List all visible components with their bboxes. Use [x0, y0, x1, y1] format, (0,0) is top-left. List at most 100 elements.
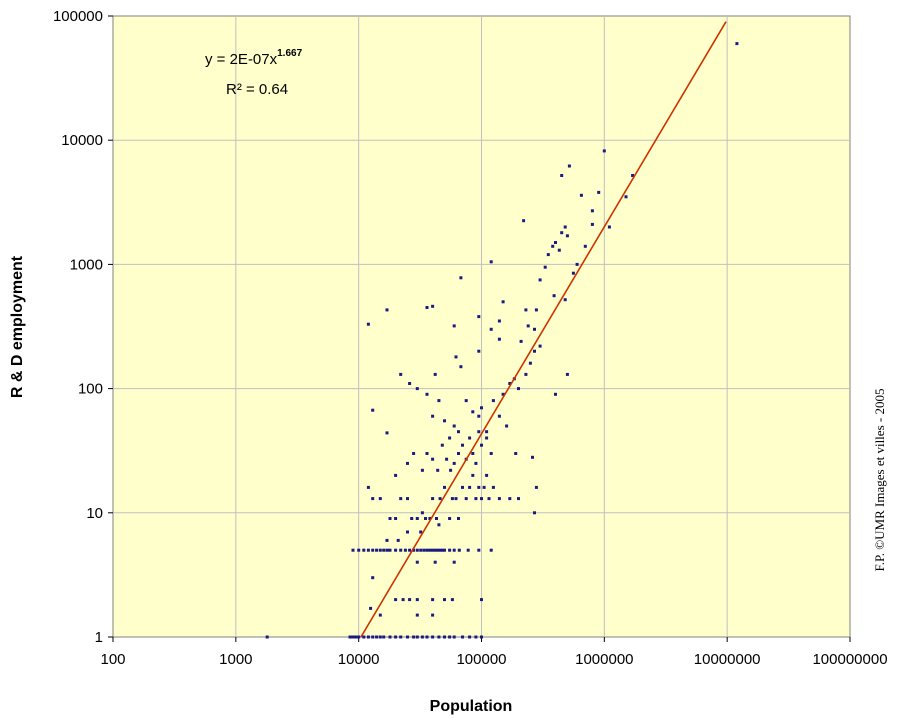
data-point	[485, 430, 489, 434]
data-point	[448, 436, 452, 440]
data-point	[412, 548, 416, 552]
data-point	[579, 193, 583, 197]
x-tick-label: 1000	[219, 651, 252, 668]
y-tick-label: 100000	[53, 8, 103, 25]
data-point	[448, 635, 452, 639]
data-point	[431, 304, 435, 308]
data-point	[497, 319, 501, 323]
y-axis-title: R & D employment	[9, 255, 26, 398]
data-point	[480, 635, 483, 639]
data-point	[351, 635, 355, 639]
data-point	[406, 530, 409, 534]
data-point	[433, 560, 437, 564]
data-point	[440, 548, 444, 552]
data-point	[431, 457, 435, 461]
data-point	[526, 324, 530, 328]
data-point	[375, 548, 379, 552]
x-axis-title: Population	[430, 698, 513, 715]
data-point	[357, 548, 361, 552]
data-point	[369, 606, 373, 610]
data-point	[425, 452, 429, 455]
data-point	[477, 485, 481, 489]
gridlines	[113, 16, 850, 637]
data-point	[575, 262, 579, 266]
data-point	[457, 452, 460, 455]
y-tick-label: 1	[95, 629, 103, 646]
data-point	[514, 452, 518, 455]
data-point	[452, 461, 456, 465]
data-point	[378, 497, 382, 501]
data-point	[571, 271, 575, 275]
data-point	[371, 548, 375, 552]
data-point	[403, 548, 407, 552]
data-point	[565, 234, 569, 238]
data-point	[448, 517, 452, 520]
data-point	[457, 548, 461, 552]
data-point	[477, 315, 481, 319]
data-point	[524, 372, 528, 376]
data-point	[485, 436, 489, 440]
x-tick-label: 10000	[338, 651, 380, 668]
data-point	[424, 517, 427, 520]
data-point	[425, 548, 429, 552]
data-point	[431, 414, 435, 418]
data-point	[420, 635, 424, 639]
data-point	[480, 443, 483, 447]
data-points	[265, 42, 739, 639]
data-point	[431, 497, 435, 501]
data-point	[443, 485, 446, 489]
data-point	[408, 382, 412, 385]
data-point	[461, 635, 464, 639]
data-point	[354, 635, 358, 639]
data-point	[415, 635, 419, 639]
data-point	[590, 222, 594, 226]
x-tick-label: 1000000	[575, 651, 633, 668]
data-point	[437, 523, 441, 527]
data-point	[452, 548, 456, 552]
data-point	[419, 530, 423, 534]
data-point	[450, 598, 454, 602]
data-point	[399, 635, 403, 639]
data-point	[533, 511, 536, 515]
data-point	[419, 548, 423, 552]
data-point	[415, 613, 419, 617]
data-point	[524, 308, 528, 312]
data-point	[436, 468, 440, 472]
data-point	[437, 635, 441, 639]
data-point	[538, 278, 542, 282]
data-point	[399, 372, 403, 376]
data-point	[431, 613, 435, 617]
data-point	[531, 455, 534, 459]
data-point	[459, 276, 463, 280]
data-point	[461, 485, 464, 489]
data-point	[449, 468, 453, 472]
data-point	[450, 497, 454, 501]
data-point	[454, 355, 458, 359]
data-point	[468, 436, 472, 440]
data-point	[371, 497, 375, 501]
data-point	[487, 497, 491, 501]
data-point	[366, 635, 370, 639]
data-point	[406, 461, 409, 465]
x-tick-label: 100	[100, 651, 125, 668]
data-point	[420, 468, 424, 472]
data-point	[408, 548, 412, 552]
data-point	[385, 308, 389, 312]
x-axis-ticks: 100 1000 10000 100000 1000000 10000000 1000000…	[100, 637, 888, 668]
y-tick-label: 10	[86, 505, 103, 522]
data-point	[433, 548, 437, 552]
data-point	[401, 598, 405, 602]
data-point	[443, 419, 446, 423]
data-point	[438, 548, 442, 552]
data-point	[461, 443, 464, 447]
data-point	[457, 430, 460, 434]
data-point	[410, 517, 414, 520]
data-point	[489, 260, 493, 264]
data-point	[491, 399, 495, 403]
data-point	[471, 410, 475, 414]
data-point	[522, 219, 526, 223]
data-point	[543, 265, 547, 269]
data-point	[440, 443, 444, 447]
data-point	[428, 517, 432, 520]
data-point	[563, 225, 567, 229]
